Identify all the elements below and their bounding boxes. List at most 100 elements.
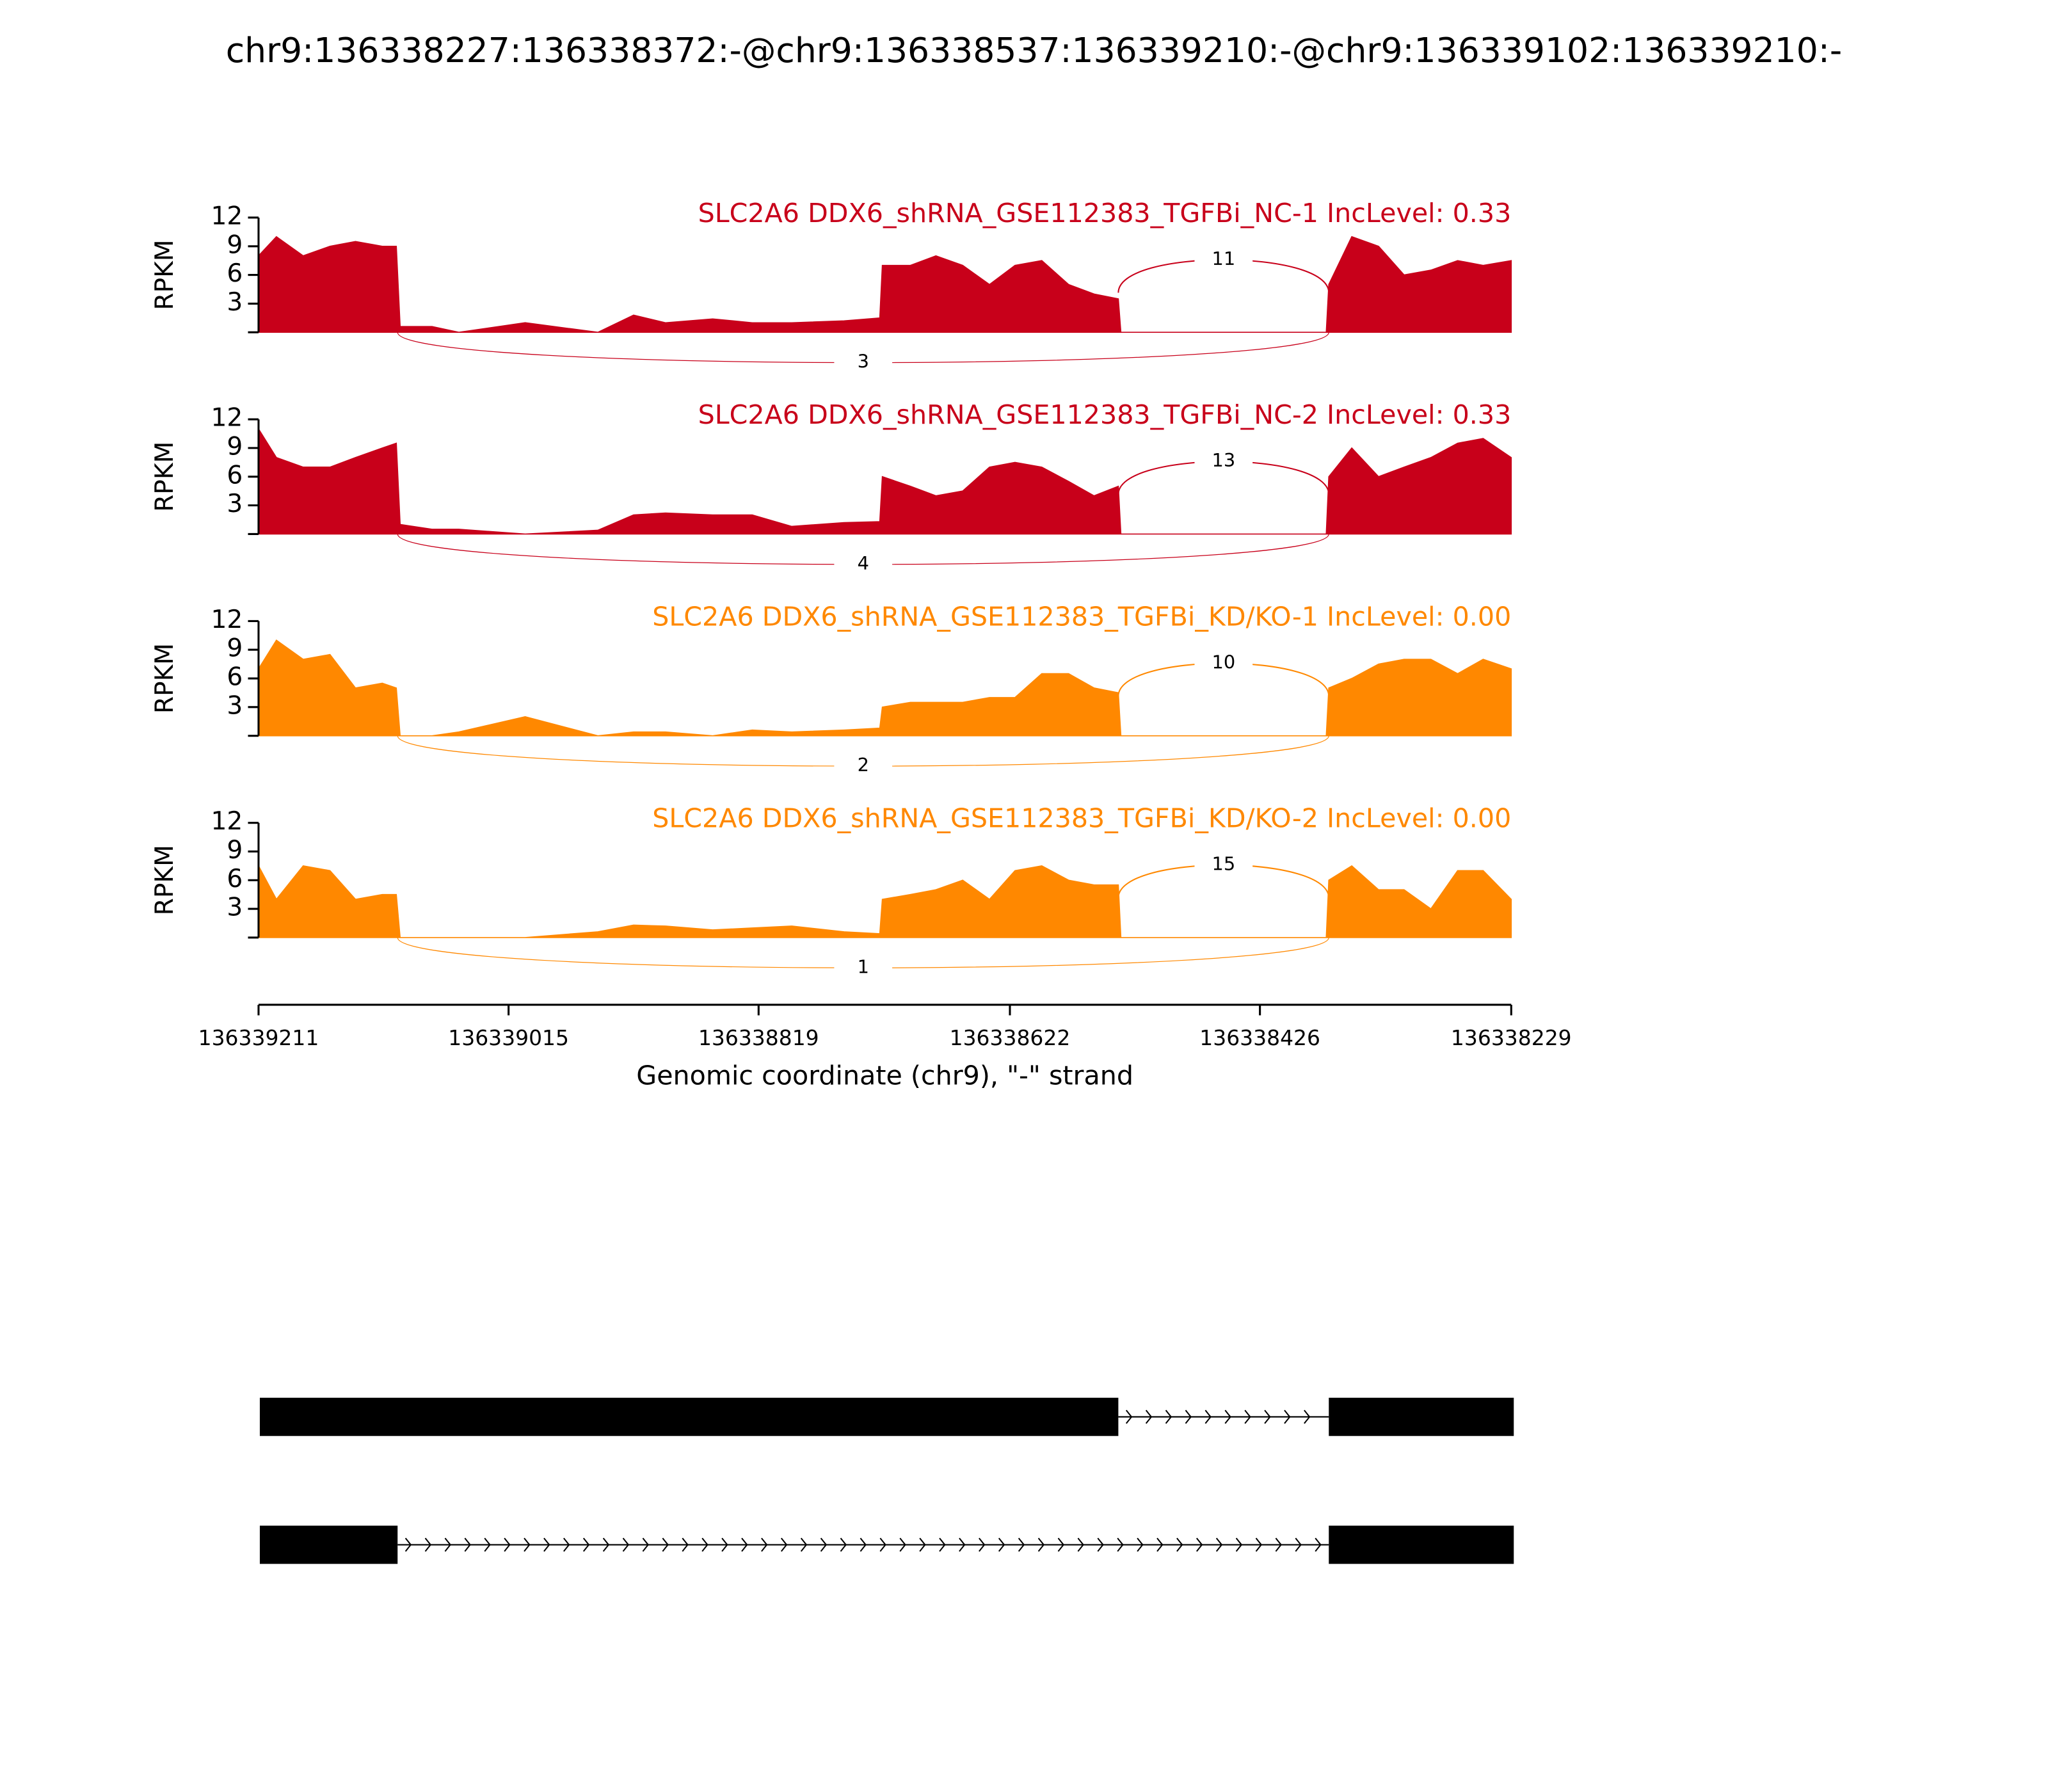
- exon: [1329, 1397, 1514, 1436]
- coverage-area: [258, 639, 1512, 737]
- track-title: SLC2A6 DDX6_shRNA_GSE112383_TGFBi_KD/KO-…: [652, 803, 1511, 834]
- strand-chevron: [1165, 1409, 1172, 1424]
- strand-chevron: [701, 1537, 708, 1552]
- junction-count: 3: [858, 351, 869, 372]
- strand-chevron: [741, 1537, 748, 1552]
- junction-label-bg: [834, 351, 893, 375]
- y-tick-label: 6: [227, 461, 243, 490]
- y-tick-label: 12: [211, 404, 243, 433]
- junction-count: 4: [858, 552, 869, 574]
- strand-chevron: [622, 1537, 630, 1552]
- x-tick-label: 136338819: [698, 1025, 819, 1050]
- y-tick-label: 12: [211, 807, 243, 836]
- x-tick-label: 136338622: [950, 1025, 1071, 1050]
- strand-chevron: [464, 1537, 471, 1552]
- y-tick-label: 3: [227, 288, 243, 317]
- strand-chevron: [1284, 1409, 1291, 1424]
- strand-chevron: [1196, 1537, 1203, 1552]
- y-axis-label: RPKM: [150, 239, 179, 310]
- junction-label-bg: [1194, 248, 1253, 272]
- strand-chevron: [1176, 1537, 1183, 1552]
- y-tick-label: 9: [227, 634, 243, 663]
- strand-chevron: [444, 1537, 451, 1552]
- exon: [259, 1525, 398, 1564]
- exon: [259, 1397, 1119, 1436]
- strand-chevron: [840, 1537, 847, 1552]
- strand-chevron: [780, 1537, 788, 1552]
- strand-chevron: [1137, 1537, 1144, 1552]
- strand-chevron: [1275, 1537, 1282, 1552]
- junction-count: 10: [1212, 651, 1235, 673]
- strand-chevron: [1235, 1537, 1243, 1552]
- strand-chevron: [820, 1537, 828, 1552]
- strand-chevron: [404, 1537, 412, 1552]
- strand-chevron: [1037, 1537, 1045, 1552]
- strand-chevron: [1125, 1409, 1133, 1424]
- junction-label-bg: [1194, 853, 1253, 877]
- strand-chevron: [979, 1537, 986, 1552]
- strand-chevron: [899, 1537, 906, 1552]
- y-tick-label: 9: [227, 836, 243, 865]
- y-tick-label: 12: [211, 202, 243, 230]
- strand-chevron: [1156, 1537, 1164, 1552]
- y-axis-label: RPKM: [150, 442, 179, 512]
- x-tick-label: 136338229: [1451, 1025, 1572, 1050]
- y-tick-label: 12: [211, 605, 243, 634]
- strand-chevron: [602, 1537, 610, 1552]
- strand-chevron: [662, 1537, 669, 1552]
- y-tick-label: 6: [227, 865, 243, 893]
- strand-chevron: [1315, 1537, 1322, 1552]
- y-tick-label: 6: [227, 259, 243, 288]
- y-axis-label: RPKM: [150, 643, 179, 714]
- strand-chevron: [582, 1537, 590, 1552]
- strand-chevron: [1097, 1537, 1104, 1552]
- strand-chevron: [959, 1537, 966, 1552]
- strand-chevron: [998, 1537, 1005, 1552]
- strand-chevron: [563, 1537, 570, 1552]
- coverage-area: [258, 427, 1512, 535]
- y-tick-label: 3: [227, 691, 243, 720]
- junction-count: 13: [1212, 449, 1235, 471]
- strand-chevron: [1185, 1409, 1192, 1424]
- strand-chevron: [642, 1537, 650, 1552]
- junction-count: 2: [858, 754, 869, 776]
- strand-chevron: [721, 1537, 728, 1552]
- strand-chevron: [1224, 1409, 1231, 1424]
- x-axis-label: Genomic coordinate (chr9), "-" strand: [636, 1060, 1133, 1091]
- y-tick-label: 9: [227, 432, 243, 461]
- x-tick-label: 136339211: [198, 1025, 319, 1050]
- strand-chevron: [800, 1537, 808, 1552]
- x-tick-label: 136339015: [448, 1025, 569, 1050]
- strand-chevron: [860, 1537, 867, 1552]
- strand-chevron: [424, 1537, 432, 1552]
- y-tick-label: 3: [227, 893, 243, 922]
- junction-label-bg: [834, 552, 893, 577]
- y-tick-label: 6: [227, 663, 243, 692]
- strand-chevron: [524, 1537, 531, 1552]
- track-title: SLC2A6 DDX6_shRNA_GSE112383_TGFBi_NC-1 I…: [698, 198, 1512, 228]
- junction-label-bg: [1194, 449, 1253, 474]
- x-tick-label: 136338426: [1199, 1025, 1320, 1050]
- strand-chevron: [1255, 1537, 1263, 1552]
- strand-chevron: [1145, 1409, 1153, 1424]
- strand-chevron: [1295, 1537, 1302, 1552]
- strand-chevron: [484, 1537, 491, 1552]
- strand-chevron: [1018, 1537, 1025, 1552]
- y-tick-label: 3: [227, 490, 243, 518]
- strand-chevron: [1215, 1537, 1223, 1552]
- strand-chevron: [1057, 1537, 1065, 1552]
- strand-chevron: [543, 1537, 550, 1552]
- strand-chevron: [1204, 1409, 1212, 1424]
- y-tick-label: 9: [227, 230, 243, 259]
- junction-count: 15: [1212, 853, 1235, 875]
- junction-label-bg: [834, 754, 893, 778]
- strand-chevron: [1304, 1409, 1311, 1424]
- track-title: SLC2A6 DDX6_shRNA_GSE112383_TGFBi_NC-2 I…: [698, 399, 1512, 430]
- strand-chevron: [504, 1537, 511, 1552]
- strand-chevron: [682, 1537, 689, 1552]
- strand-chevron: [1077, 1537, 1084, 1552]
- strand-chevron: [879, 1537, 886, 1552]
- strand-chevron: [761, 1537, 768, 1552]
